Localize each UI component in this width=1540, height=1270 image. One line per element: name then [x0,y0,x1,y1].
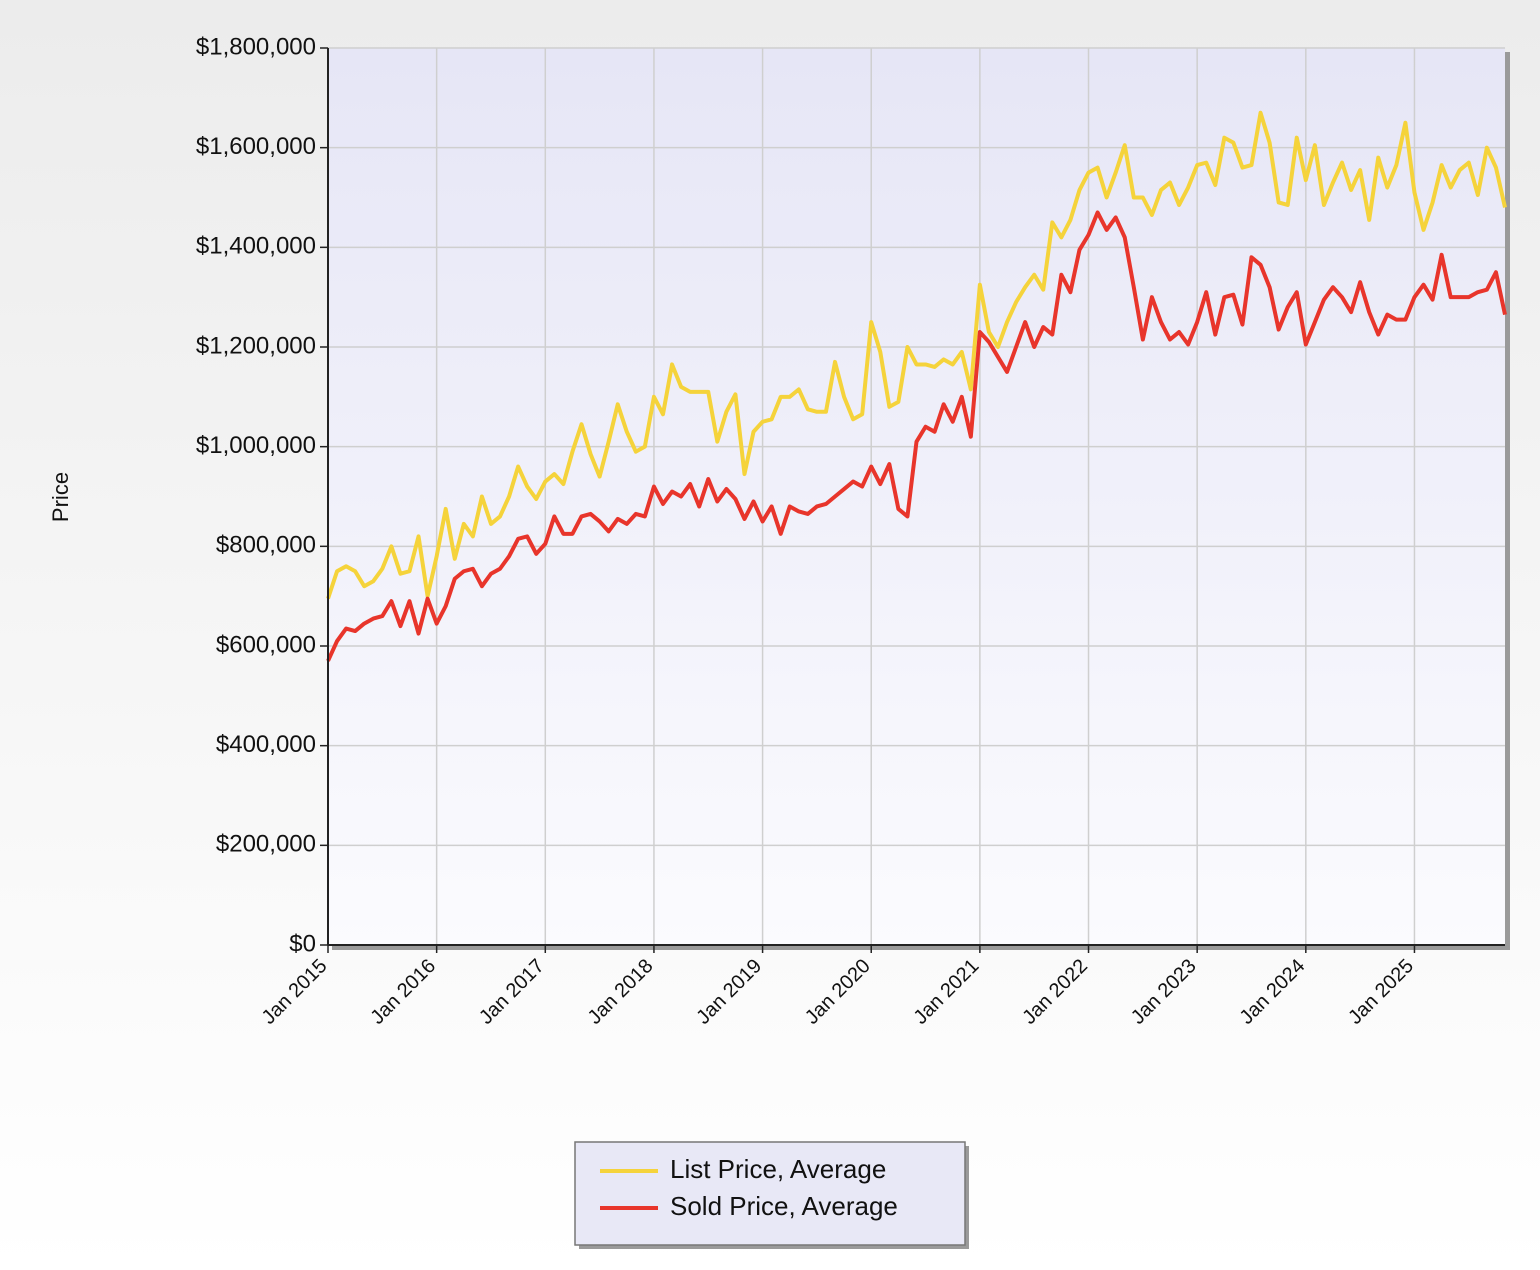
y-tick-label: $800,000 [216,532,316,559]
series-line [326,210,1507,662]
y-tick-label: $1,000,000 [196,432,316,459]
y-tick-label: $1,200,000 [196,332,316,359]
lines [326,110,1507,662]
legend-label: Sold Price, Average [670,1191,898,1221]
legend-label: List Price, Average [670,1154,886,1184]
y-tick-label: $1,600,000 [196,133,316,160]
y-tick-label: $0 [289,930,316,957]
y-tick-label: $200,000 [216,831,316,858]
y-tick-label: $1,800,000 [196,33,316,60]
series-line [326,110,1507,600]
y-tick-label: $1,400,000 [196,233,316,260]
y-tick-label: $600,000 [216,631,316,658]
legend [574,1141,966,1246]
grid [327,47,1505,946]
legend-items: List Price, Average Sold Price, Average [600,1154,898,1221]
y-tick-label: $400,000 [216,731,316,758]
y-axis-label: Price [48,472,73,522]
plot-area [328,48,1505,945]
